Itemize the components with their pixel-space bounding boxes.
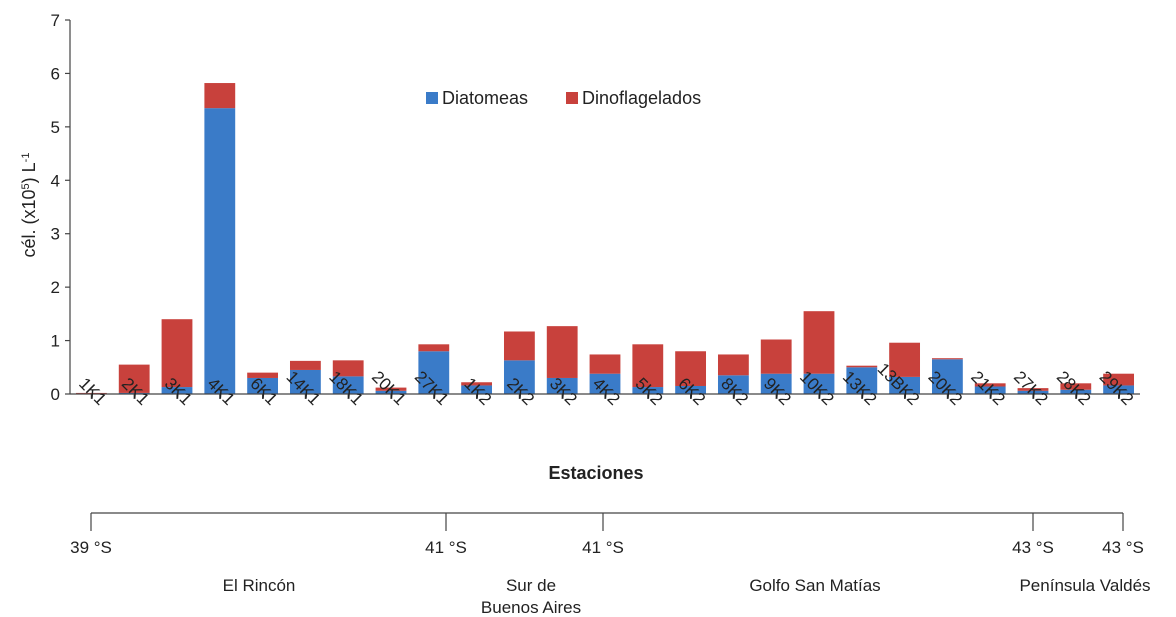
x-tick-label: 21K2 — [967, 367, 1009, 409]
bar-dinoflagelados — [418, 344, 450, 352]
legend-label-diatomeas: Diatomeas — [442, 88, 528, 108]
bars — [75, 83, 1135, 395]
y-axis: 0 1 2 3 4 5 6 7 — [51, 11, 71, 404]
bar-dinoflagelados — [717, 354, 749, 376]
region-label: Golfo San Matías — [749, 576, 880, 595]
bar-diatomeas — [461, 385, 493, 394]
bar-diatomeas — [247, 377, 279, 394]
bar-diatomeas — [1017, 390, 1049, 394]
geo-tick-label: 43 °S — [1012, 538, 1054, 557]
x-axis-title: Estaciones — [548, 463, 643, 483]
bar-diatomeas — [675, 385, 707, 394]
y-tick-label: 3 — [51, 225, 60, 244]
bar-dinoflagelados — [546, 326, 578, 378]
legend: Diatomeas Dinoflagelados — [426, 88, 701, 108]
bar-dinoflagelados — [632, 344, 664, 388]
bar-diatomeas — [632, 387, 664, 394]
bar-diatomeas — [760, 373, 792, 394]
region-label: Sur de Buenos Aires — [481, 576, 581, 617]
bar-diatomeas — [1060, 389, 1092, 394]
legend-swatch-diatomeas — [426, 92, 438, 104]
x-tick-label: 20K1 — [368, 367, 410, 409]
bar-diatomeas — [889, 376, 921, 394]
bar-dinoflagelados — [375, 387, 407, 391]
bar-dinoflagelados — [161, 319, 193, 388]
bar-dinoflagelados — [589, 354, 621, 374]
bar-dinoflagelados — [974, 383, 1006, 387]
bar-dinoflagelados — [846, 365, 878, 368]
bar-dinoflagelados — [760, 339, 792, 374]
bar-diatomeas — [546, 377, 578, 394]
bar-dinoflagelados — [204, 83, 236, 109]
x-tick-label: 29K2 — [1096, 367, 1138, 409]
bar-diatomeas — [204, 108, 236, 395]
bar-diatomeas — [418, 351, 450, 394]
bar-dinoflagelados — [675, 351, 707, 386]
y-axis-title: cél. (x105) L-1 — [19, 153, 39, 258]
bar-dinoflagelados — [332, 360, 364, 377]
y-axis-title-sup1: 5 — [20, 183, 32, 189]
bar-diatomeas — [974, 386, 1006, 394]
bar-dinoflagelados — [889, 342, 921, 377]
geo-axis: 39 °S 41 °S 41 °S 43 °S 43 °S El Rincón Sur de… — [70, 512, 1151, 617]
legend-swatch-dinoflagelados — [566, 92, 578, 104]
y-axis-title-mid: ) L — [19, 162, 39, 183]
y-tick-label: 4 — [51, 171, 60, 190]
geo-tick-label: 39 °S — [70, 538, 112, 557]
bar-diatomeas — [931, 359, 963, 394]
x-tick-label: 1K2 — [460, 374, 495, 409]
bar-diatomeas — [803, 373, 835, 394]
x-tick-label: 28K2 — [1053, 367, 1095, 409]
y-tick-label: 6 — [51, 64, 60, 83]
bar-dinoflagelados — [247, 372, 279, 378]
bar-dinoflagelados — [803, 311, 835, 374]
y-tick-label: 7 — [51, 11, 60, 30]
bar-dinoflagelados — [1017, 388, 1049, 391]
bar-dinoflagelados — [75, 392, 107, 394]
bar-dinoflagelados — [1103, 373, 1135, 386]
bar-diatomeas — [161, 387, 193, 394]
y-tick-label: 2 — [51, 278, 60, 297]
y-axis-title-main: cél. (x10 — [19, 189, 39, 257]
bar-dinoflagelados — [931, 358, 963, 360]
bar-diatomeas — [503, 360, 535, 394]
y-axis-title-sup2: -1 — [20, 153, 32, 163]
y-tick-label: 5 — [51, 118, 60, 137]
bar-diatomeas — [332, 376, 364, 394]
bar-dinoflagelados — [461, 382, 493, 386]
bar-dinoflagelados — [1060, 383, 1092, 390]
region-label: El Rincón — [223, 576, 296, 595]
x-tick-label: 1K1 — [75, 374, 110, 409]
x-tick-label: 27K2 — [1010, 367, 1052, 409]
geo-tick-label: 41 °S — [425, 538, 467, 557]
bar-dinoflagelados — [289, 360, 321, 370]
geo-tick-label: 41 °S — [582, 538, 624, 557]
geo-tick-label: 43 °S — [1102, 538, 1144, 557]
region-label: Península Valdés — [1019, 576, 1150, 595]
bar-diatomeas — [846, 367, 878, 394]
bar-dinoflagelados — [503, 331, 535, 361]
bar-diatomeas — [1103, 385, 1135, 394]
bar-diatomeas — [717, 375, 749, 394]
bar-diatomeas — [589, 373, 621, 394]
bar-diatomeas — [375, 390, 407, 394]
y-tick-label: 0 — [51, 385, 60, 404]
bar-diatomeas — [289, 369, 321, 394]
y-tick-label: 1 — [51, 332, 60, 351]
bar-dinoflagelados — [118, 364, 150, 393]
legend-label-dinoflagelados: Dinoflagelados — [582, 88, 701, 108]
